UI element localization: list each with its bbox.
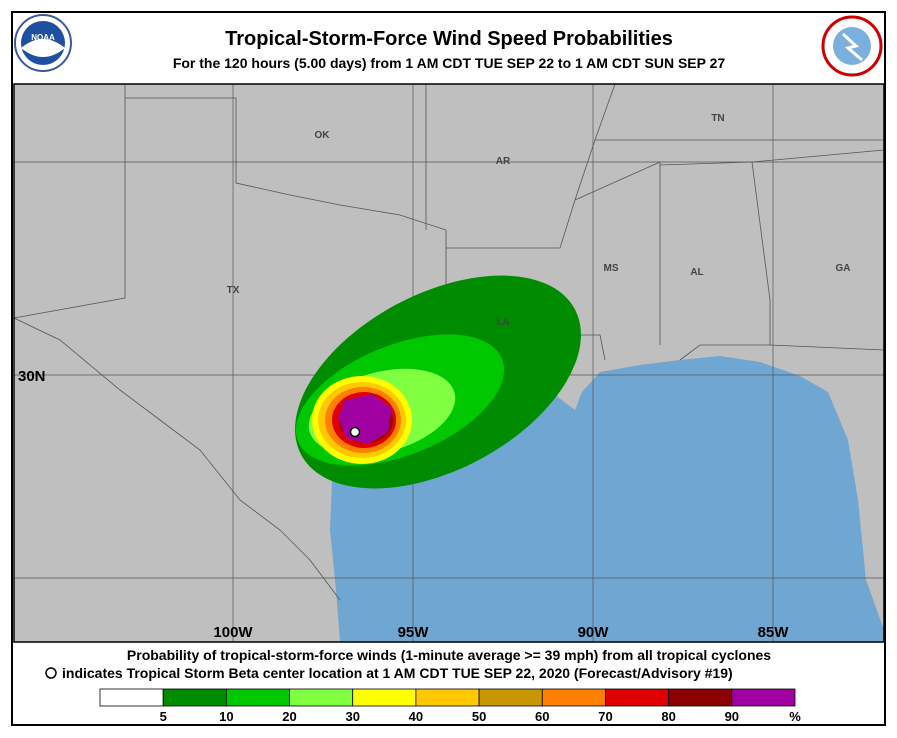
state-label: TN [711,113,724,124]
legend-swatch [605,688,670,707]
legend-label: % [789,709,801,724]
legend-swatch [99,688,164,707]
legend-label: 20 [282,709,296,724]
probability-contours [295,275,581,489]
nws-logo [821,15,883,77]
legend-label: 70 [598,709,612,724]
lat-label: 30N [18,368,46,385]
legend-swatch [352,688,417,707]
legend-label: 5 [160,709,167,724]
lon-label: 95W [398,624,430,641]
state-label: MS [604,263,619,274]
legend-label: 50 [472,709,486,724]
legend-swatch [668,688,733,707]
lon-label: 100W [213,624,253,641]
title: Tropical-Storm-Force Wind Speed Probabil… [225,28,673,50]
legend-label: 10 [219,709,233,724]
lon-label: 90W [578,624,610,641]
storm-symbol [45,667,57,679]
legend-label: 80 [661,709,675,724]
map-border [13,83,885,643]
map: OK AR TN MS AL GA TX LA [14,84,884,642]
noaa-logo: NOAA [14,14,72,72]
legend-label: 30 [345,709,359,724]
subtitle: For the 120 hours (5.00 days) from 1 AM … [173,55,726,71]
legend-swatch [162,688,227,707]
storm-center [349,426,361,438]
footer-line: indicates Tropical Storm Beta center loc… [62,665,733,681]
legend-swatch [541,688,606,707]
legend: 5 10 20 30 40 50 60 70 80 90% [99,688,801,724]
legend-swatch [289,688,354,707]
legend-label: 60 [535,709,549,724]
legend-label: 90 [725,709,739,724]
legend-swatch [225,688,290,707]
svg-text:NOAA: NOAA [31,33,55,42]
legend-label: 40 [409,709,423,724]
state-label: LA [496,317,509,328]
legend-swatch [731,688,796,707]
lon-label: 85W [758,624,790,641]
state-label: AL [690,267,703,278]
state-label: OK [315,130,331,141]
legend-swatch [478,688,543,707]
legend-swatch [415,688,480,707]
footer-line: Probability of tropical-storm-force wind… [127,647,771,663]
state-label: TX [227,285,240,296]
state-label: AR [496,156,511,167]
state-label: GA [836,263,851,274]
